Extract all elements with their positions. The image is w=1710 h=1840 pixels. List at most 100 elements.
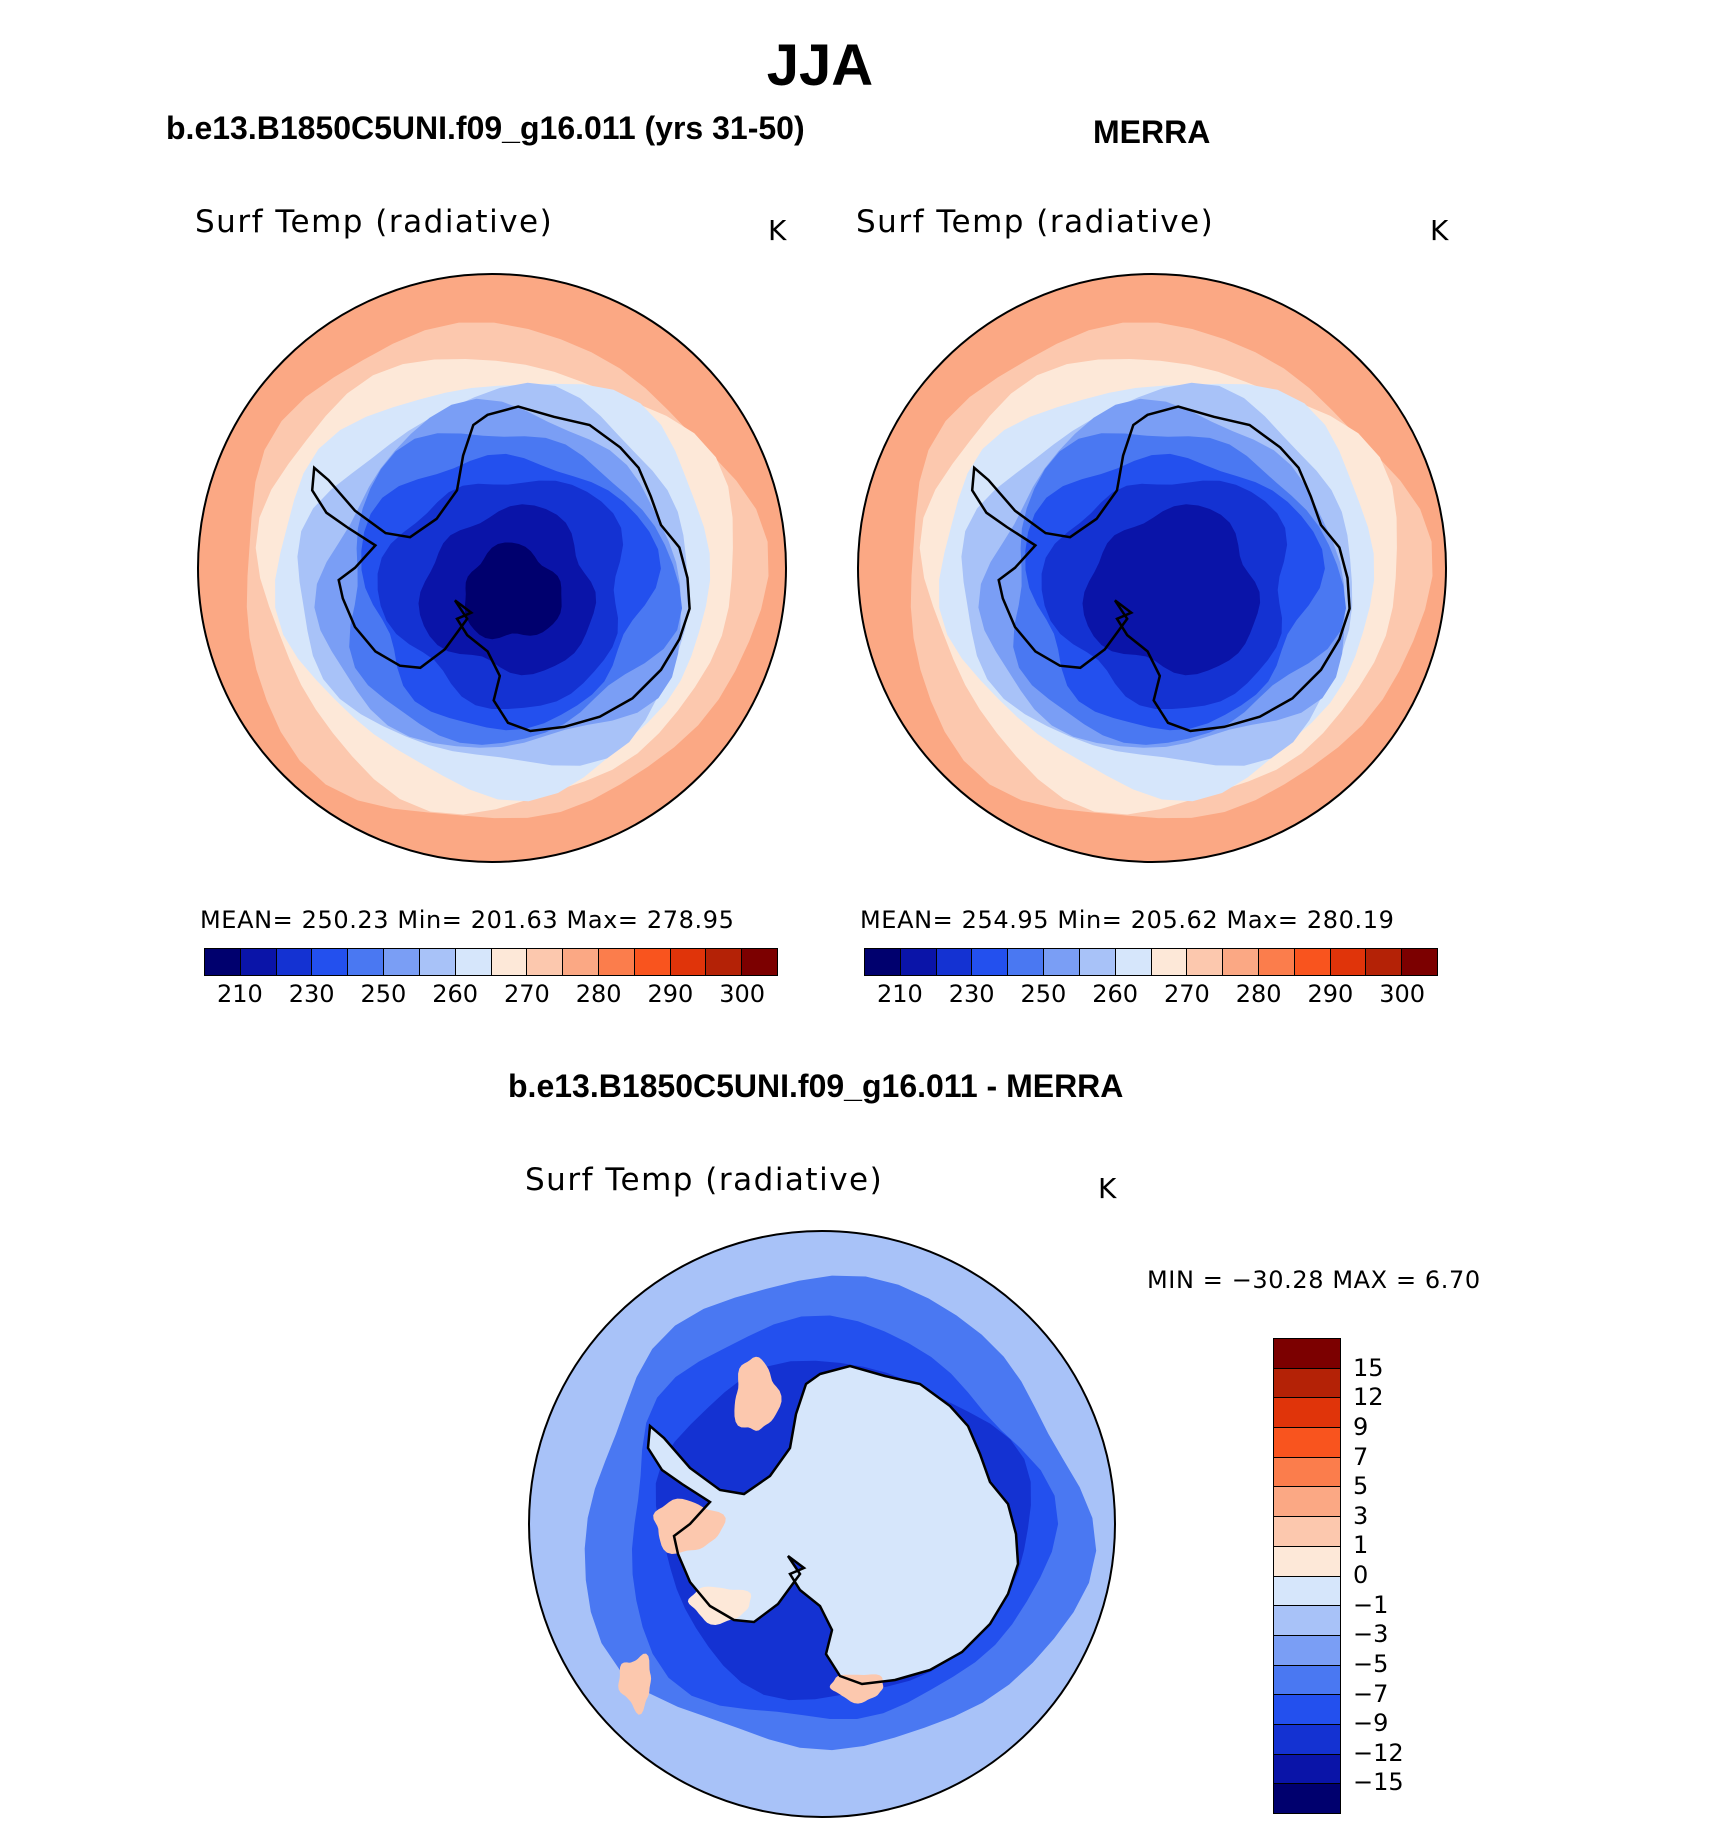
contour-band	[464, 542, 562, 640]
colorbar-tick-label: 230	[288, 980, 335, 1008]
map-boundary	[197, 273, 787, 863]
diff-colorbar: 15 12 9 7 5 3 1 0 −1 −3 −5 −7 −9 −12 −15	[1273, 1338, 1404, 1814]
colorbar-swatch	[1274, 1784, 1340, 1813]
colorbar-swatch	[1258, 949, 1295, 975]
colorbar-tick-label: 300	[719, 980, 766, 1008]
colorbar-swatch	[312, 949, 349, 975]
colorbar-tick-label: 300	[1379, 980, 1426, 1008]
colorbar-swatch	[1274, 1368, 1340, 1399]
colorbar-tick-label: 3	[1353, 1501, 1369, 1530]
warm-anomaly	[618, 1653, 652, 1715]
right-map-fills	[858, 274, 1446, 862]
colorbar-tick-label: −9	[1353, 1709, 1389, 1738]
right-polar-map	[857, 273, 1447, 863]
colorbar-swatch	[563, 949, 599, 975]
colorbar-swatch	[1079, 949, 1116, 975]
diff-polar-map	[528, 1230, 1116, 1818]
colorbar-swatch	[1274, 1457, 1340, 1488]
colorbar-swatch	[634, 949, 671, 975]
colorbar-swatch	[1294, 949, 1331, 975]
colorbar-tick-label: 270	[503, 980, 550, 1008]
colorbar-swatch	[1330, 949, 1367, 975]
left-unit-label: K	[768, 214, 787, 247]
right-panel-title: MERRA	[1093, 114, 1211, 150]
right-unit-label: K	[1430, 214, 1449, 247]
colorbar-swatch	[419, 949, 456, 975]
antarctica-coastline	[970, 405, 1351, 733]
colorbar-tick-label: −1	[1353, 1590, 1389, 1619]
colorbar-swatch	[598, 949, 635, 975]
colorbar-tick-label: −3	[1353, 1620, 1389, 1649]
colorbar-swatch	[348, 949, 385, 975]
diff-map-fills	[529, 1231, 1115, 1817]
map-boundary	[857, 273, 1447, 863]
colorbar-tick-label: 250	[1020, 980, 1067, 1008]
colorbar-swatch	[1274, 1635, 1340, 1666]
warm-anomaly	[734, 1356, 782, 1431]
colorbar-swatch	[1187, 949, 1224, 975]
diff-stats: MIN = −30.28 MAX = 6.70	[1147, 1266, 1481, 1294]
colorbar-tick-label: 5	[1353, 1472, 1369, 1501]
colorbar-swatch	[972, 949, 1009, 975]
warm-anomaly	[687, 1586, 752, 1625]
colorbar-swatch	[1274, 1724, 1340, 1755]
colorbar-swatch	[1274, 1339, 1340, 1369]
colorbar-tick-label: 210	[876, 980, 923, 1008]
colorbar-tick-label: −7	[1353, 1679, 1389, 1708]
left-stats: MEAN= 250.23 Min= 201.63 Max= 278.95	[200, 906, 735, 934]
colorbar-swatch	[900, 949, 937, 975]
colorbar-swatch	[1366, 949, 1403, 975]
map-boundary	[528, 1230, 1116, 1818]
right-variable-label: Surf Temp (radiative)	[856, 204, 1215, 240]
colorbar-swatch	[1274, 1754, 1340, 1785]
colorbar-tick-label: 280	[1235, 980, 1282, 1008]
diff-panel-title: b.e13.B1850C5UNI.f09_g16.011 - MERRA	[508, 1068, 1124, 1104]
colorbar-swatch	[706, 949, 743, 975]
left-variable-label: Surf Temp (radiative)	[195, 204, 554, 240]
colorbar-swatch	[491, 949, 528, 975]
colorbar-swatch	[1274, 1606, 1340, 1636]
colorbar-swatch	[1223, 949, 1259, 975]
colorbar-swatch	[742, 949, 777, 975]
diff-unit-label: K	[1098, 1172, 1117, 1205]
colorbar-swatch	[936, 949, 973, 975]
left-map-fills	[198, 274, 786, 862]
colorbar-tick-label: 270	[1163, 980, 1210, 1008]
left-polar-map	[197, 273, 787, 863]
colorbar-swatch	[240, 949, 277, 975]
colorbar-tick-label: 12	[1353, 1383, 1384, 1412]
right-stats: MEAN= 254.95 Min= 205.62 Max= 280.19	[860, 906, 1395, 934]
colorbar-swatch	[1274, 1546, 1340, 1577]
colorbar-tick-label: −5	[1353, 1649, 1389, 1678]
colorbar-swatch	[1115, 949, 1152, 975]
antarctica-coastline	[646, 1364, 1020, 1686]
colorbar-swatch	[1274, 1695, 1340, 1725]
colorbar-tick-label: 280	[575, 980, 622, 1008]
colorbar-swatch	[455, 949, 492, 975]
colorbar-tick-label: 260	[1092, 980, 1139, 1008]
colorbar-tick-label: 260	[432, 980, 479, 1008]
colorbar-swatch	[527, 949, 564, 975]
left-panel-title: b.e13.B1850C5UNI.f09_g16.011 (yrs 31-50)	[166, 110, 805, 146]
colorbar-swatch	[1044, 949, 1080, 975]
right-colorbar: 210 230 250 260 270 280 290 300	[864, 948, 1438, 1008]
colorbar-tick-label: 230	[948, 980, 995, 1008]
colorbar-swatch	[205, 949, 241, 975]
colorbar-swatch	[1274, 1428, 1340, 1458]
colorbar-tick-label: 15	[1353, 1353, 1384, 1382]
colorbar-swatch	[1274, 1576, 1340, 1607]
colorbar-tick-label: 7	[1353, 1442, 1369, 1471]
colorbar-tick-label: −15	[1353, 1768, 1404, 1797]
warm-anomaly	[829, 1674, 884, 1704]
colorbar-tick-label: −12	[1353, 1738, 1404, 1767]
warm-anomaly	[653, 1498, 726, 1554]
colorbar-swatch	[865, 949, 901, 975]
colorbar-swatch	[1151, 949, 1188, 975]
colorbar-swatch	[1274, 1517, 1340, 1547]
colorbar-swatch	[1274, 1487, 1340, 1518]
colorbar-swatch	[276, 949, 313, 975]
colorbar-tick-label: 290	[647, 980, 694, 1008]
colorbar-tick-label: 210	[216, 980, 263, 1008]
antarctica-coastline	[310, 405, 691, 733]
colorbar-tick-label: 250	[360, 980, 407, 1008]
